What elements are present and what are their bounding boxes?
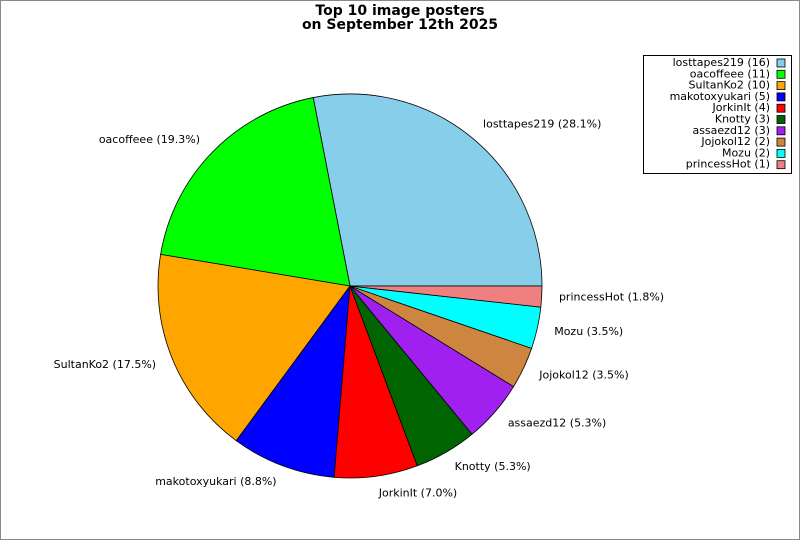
legend-label: Jojokol12 (2) bbox=[700, 135, 770, 148]
slice-label: Mozu (3.5%) bbox=[554, 325, 623, 338]
legend-label: oacoffeee (11) bbox=[690, 67, 770, 80]
legend-label: losttapes219 (16) bbox=[673, 56, 770, 69]
slice-label: Knotty (5.3%) bbox=[455, 460, 531, 473]
pie-slice bbox=[157, 253, 351, 442]
pie-slice bbox=[349, 285, 543, 308]
legend-label: JorkinIt (4) bbox=[711, 101, 770, 114]
legend-label: assaezd12 (3) bbox=[692, 124, 770, 137]
pie-slice bbox=[312, 93, 543, 287]
slice-label: JorkinIt (7.0%) bbox=[378, 486, 457, 499]
legend-box bbox=[643, 55, 792, 174]
legend-swatch bbox=[776, 126, 786, 136]
legend-label: makotoxyukari (5) bbox=[670, 90, 770, 103]
pie-slice bbox=[235, 284, 351, 478]
legend-swatch bbox=[776, 160, 786, 170]
legend-swatch bbox=[776, 92, 786, 102]
legend-swatch bbox=[776, 148, 786, 158]
legend-swatch bbox=[776, 137, 786, 147]
legend-swatch bbox=[776, 69, 786, 79]
legend-label: SultanKo2 (10) bbox=[688, 79, 770, 92]
pie-slice bbox=[160, 97, 351, 287]
legend-swatch bbox=[776, 115, 786, 124]
slice-label: SultanKo2 (17.5%) bbox=[54, 358, 156, 371]
legend-label: Mozu (2) bbox=[722, 146, 770, 159]
legend-label: Knotty (3) bbox=[715, 113, 770, 126]
slice-label: princessHot (1.8%) bbox=[559, 291, 664, 304]
legend-label: princessHot (1) bbox=[686, 158, 770, 171]
slice-label: Jojokol12 (3.5%) bbox=[538, 368, 629, 381]
slice-label: oacoffeee (19.3%) bbox=[99, 133, 200, 146]
legend-swatch bbox=[776, 81, 786, 90]
slice-label: makotoxyukari (8.8%) bbox=[155, 475, 276, 488]
chart-title: Top 10 image posters bbox=[315, 3, 484, 19]
chart-subtitle: on September 12th 2025 bbox=[302, 17, 498, 33]
legend-swatch bbox=[776, 58, 786, 68]
legend-swatch bbox=[776, 103, 786, 113]
slice-label: losttapes219 (28.1%) bbox=[483, 117, 601, 130]
slice-label: assaezd12 (5.3%) bbox=[508, 416, 607, 429]
